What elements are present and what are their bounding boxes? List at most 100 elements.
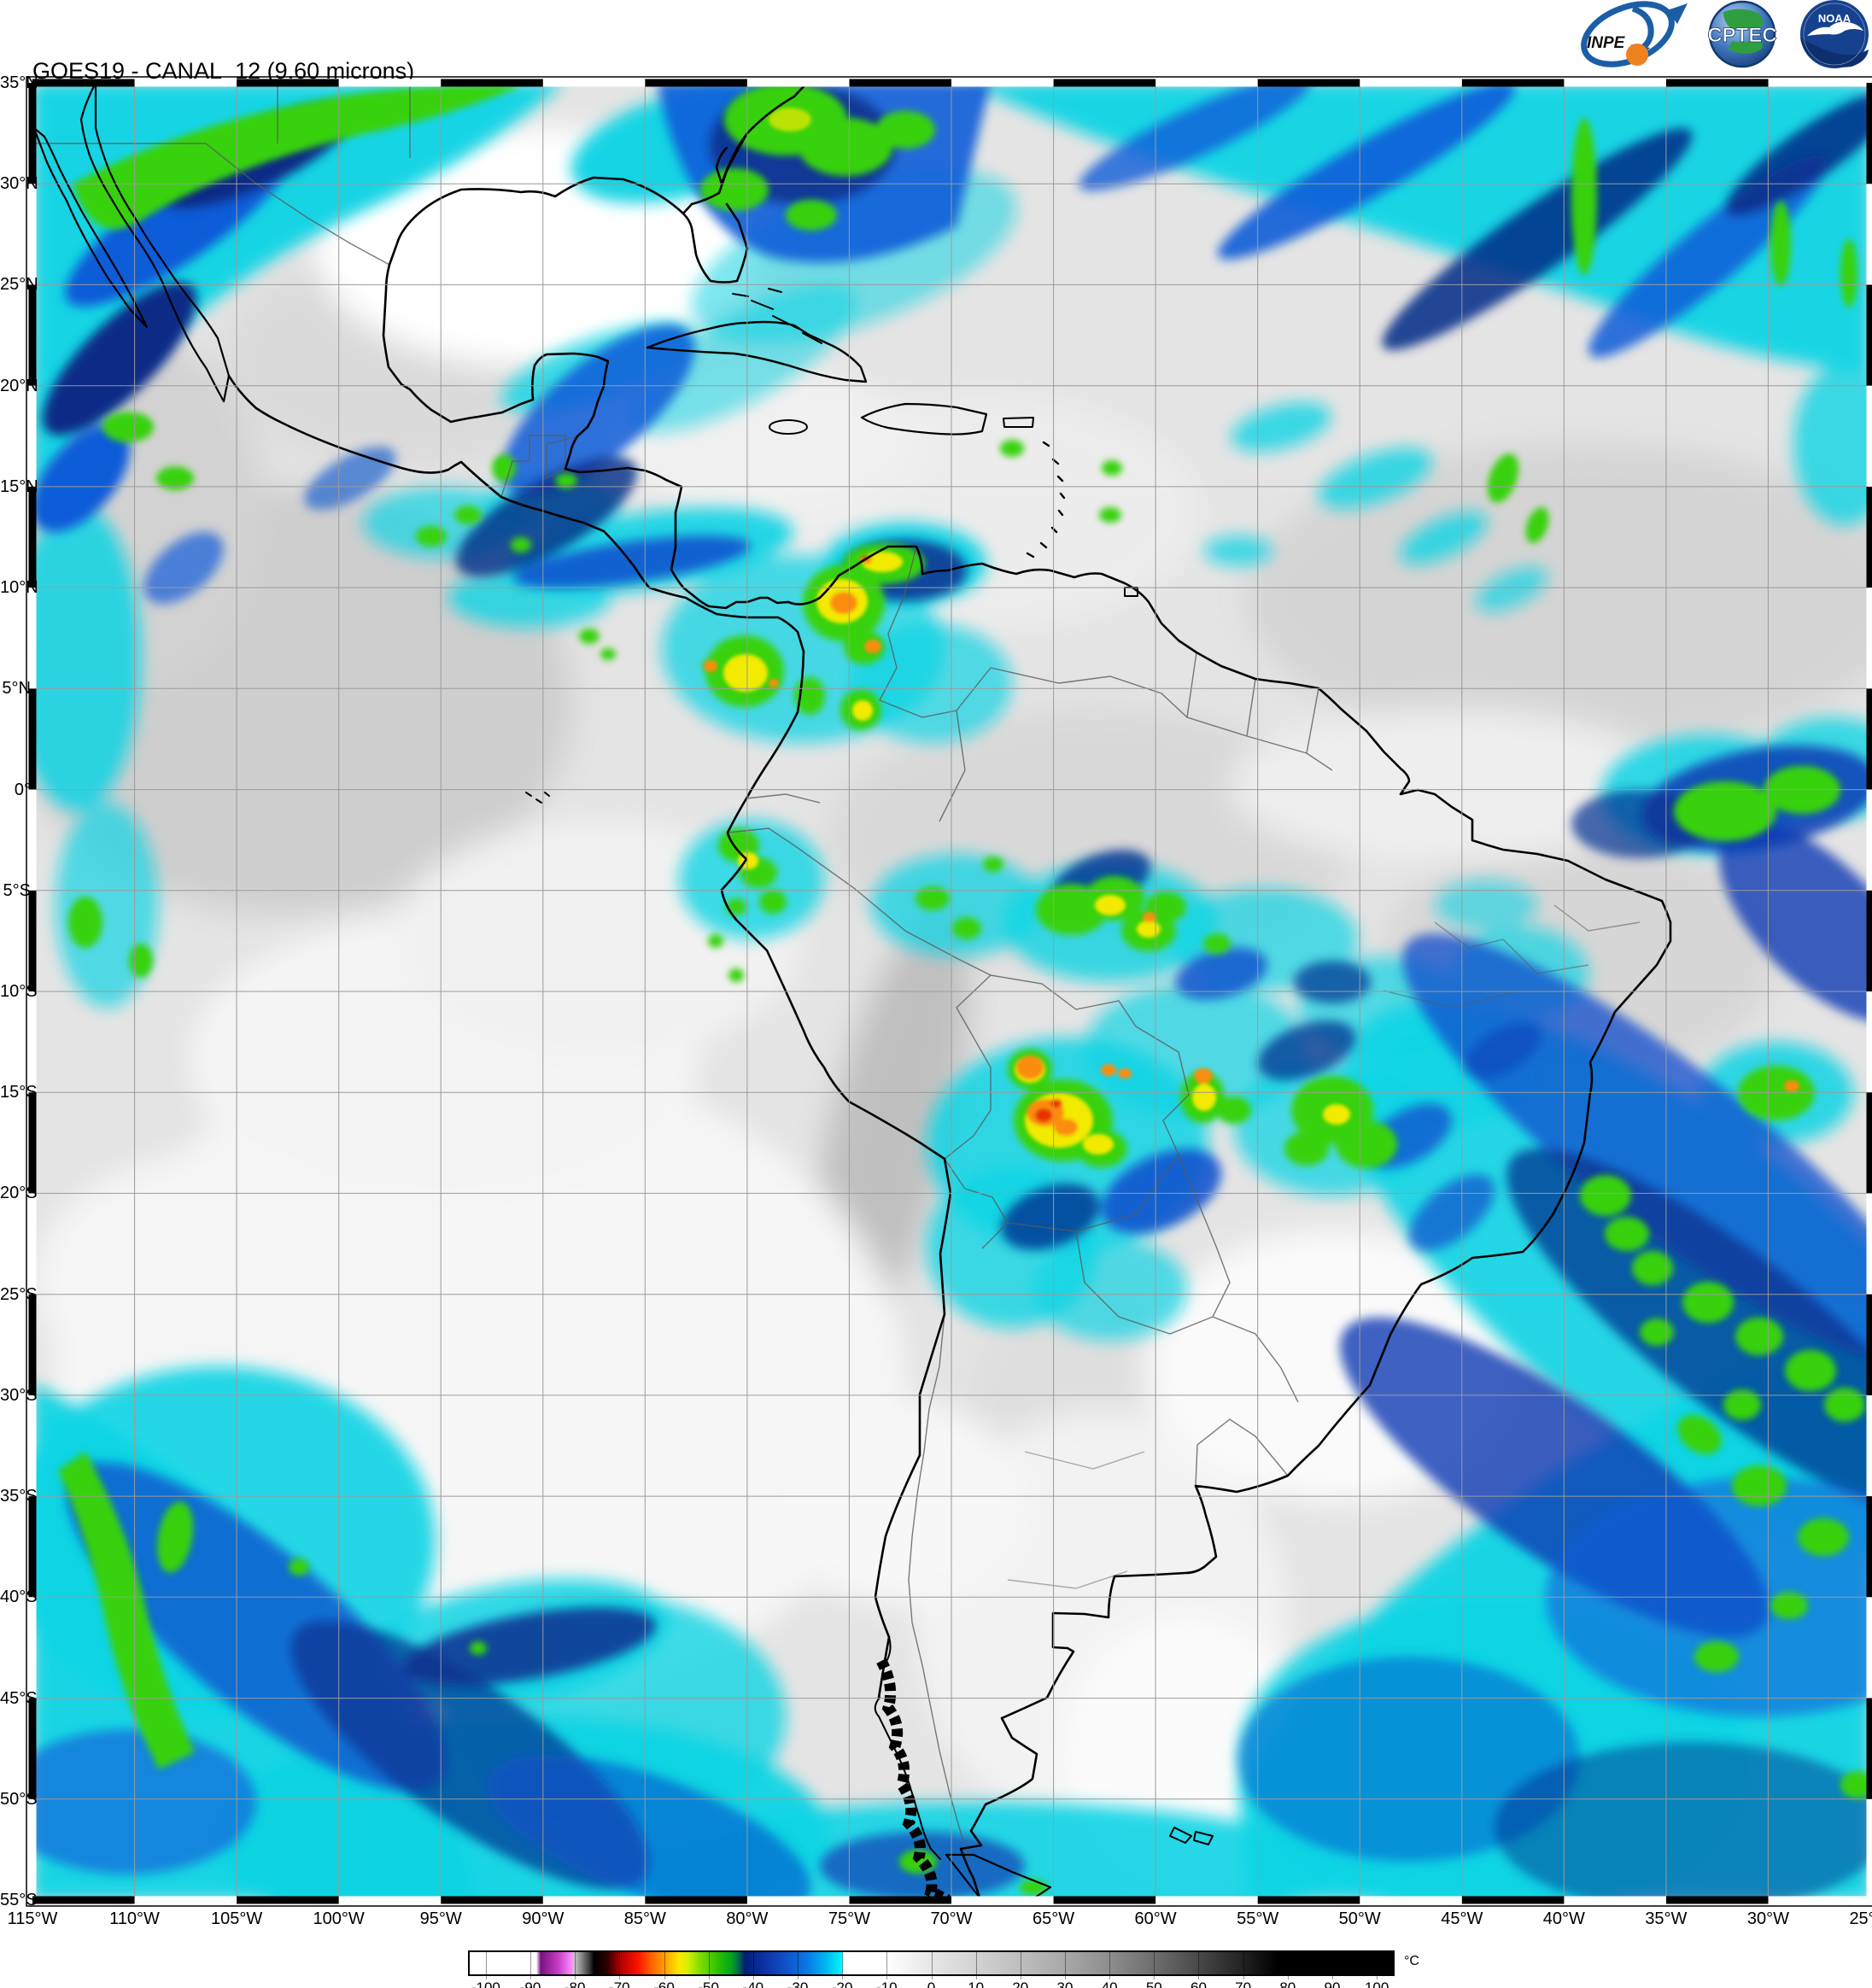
lon-label: 45°W — [1441, 1909, 1483, 1928]
lat-label: 15°N — [0, 477, 38, 496]
colorbar-tick-label: 100 — [1364, 1979, 1389, 1988]
colorbar-tick-label: -20 — [831, 1979, 853, 1988]
inpe-orange-dot-icon — [1626, 44, 1648, 66]
map-content — [32, 83, 1870, 1900]
lon-label: 65°W — [1032, 1909, 1075, 1928]
lat-label: 30°S — [0, 1385, 38, 1405]
fjord-coast-texture — [876, 1658, 951, 1900]
colorbar-tick — [1243, 1950, 1244, 1979]
lat-label: 45°S — [0, 1688, 38, 1708]
colorbar-tick-label: -80 — [564, 1979, 586, 1988]
colorbar-tick-label: -10 — [876, 1979, 898, 1988]
colorbar-tick — [931, 1950, 933, 1979]
noaa-gull-icon — [1807, 21, 1863, 36]
colorbar-tick — [842, 1950, 844, 1979]
lat-label: 55°S — [0, 1891, 38, 1909]
colorbar-tick — [1287, 1950, 1289, 1979]
colorbar-tick — [1198, 1950, 1200, 1979]
lat-label: 15°S — [0, 1083, 38, 1102]
lon-label: 90°W — [522, 1909, 565, 1928]
colorbar-tick-label: 30 — [1056, 1979, 1073, 1988]
colorbar-tick — [886, 1950, 888, 1979]
lon-label: 70°W — [930, 1909, 973, 1928]
lon-label: 40°W — [1542, 1909, 1585, 1928]
lat-label: 0° — [14, 780, 31, 799]
coastlines — [32, 83, 1672, 1900]
lon-label: 35°W — [1645, 1909, 1688, 1928]
logo-cptec: CPTEC — [1707, 0, 1777, 68]
temperature-colorbar — [468, 1950, 1395, 1976]
colorbar-tick — [1331, 1950, 1333, 1979]
noaa-label: NOAA — [1818, 12, 1852, 25]
lat-label: 10°N — [0, 578, 38, 598]
lat-label: 50°S — [0, 1789, 38, 1809]
colorbar-tick — [485, 1950, 487, 1979]
lat-label: 20°S — [0, 1184, 38, 1203]
lon-label: 30°W — [1746, 1909, 1789, 1928]
colorbar-tick-label: 10 — [968, 1979, 985, 1988]
colorbar-tick — [752, 1950, 754, 1979]
colorbar-tick — [975, 1950, 977, 1979]
lat-label: 20°N — [0, 376, 38, 395]
lon-label: 25°W — [1849, 1909, 1872, 1928]
lat-label: 5°S — [3, 880, 31, 900]
colorbar-tick — [619, 1950, 621, 1979]
colorbar-tick-label: -40 — [742, 1979, 764, 1988]
colorbar-tick-label: -30 — [787, 1979, 809, 1988]
colorbar-tick-label: -50 — [698, 1979, 719, 1988]
colorbar-tick — [1109, 1950, 1111, 1979]
lat-label: 35°S — [0, 1487, 38, 1506]
colorbar-tick — [798, 1950, 799, 1979]
logo-noaa: NOAA — [1800, 0, 1869, 68]
colorbar-tick-label: -90 — [519, 1979, 541, 1988]
colorbar-tick — [708, 1950, 710, 1979]
cloud-layer-warm-cores — [704, 108, 1799, 1155]
colorbar-tick — [530, 1950, 532, 1979]
lon-label: 100°W — [313, 1909, 365, 1928]
colorbar-tick-label: 0 — [927, 1979, 936, 1988]
lat-label: 25°S — [0, 1284, 38, 1304]
colorbar-tick — [1154, 1950, 1155, 1979]
colorbar-tick-label: 80 — [1279, 1979, 1296, 1988]
logo-inpe: INPE — [1581, 1, 1688, 67]
lat-label: 25°N — [0, 275, 38, 295]
lon-label: 60°W — [1134, 1909, 1177, 1928]
colorbar-tick-label: -60 — [653, 1979, 675, 1988]
country-borders — [32, 83, 1641, 1862]
lat-label: 30°N — [0, 174, 38, 194]
lon-label: 75°W — [828, 1909, 870, 1928]
colorbar-tick-label: 90 — [1324, 1979, 1341, 1988]
colorbar-tick-label: 50 — [1145, 1979, 1162, 1988]
lon-label: 50°W — [1338, 1909, 1381, 1928]
lat-label: 40°S — [0, 1587, 38, 1607]
lat-label: 5°N — [2, 679, 31, 699]
lon-label: 85°W — [623, 1909, 666, 1928]
colorbar-tick — [575, 1950, 576, 1979]
colorbar-tick — [1377, 1950, 1378, 1979]
lon-label: 105°W — [210, 1909, 263, 1928]
colorbar-tick-label: 40 — [1101, 1979, 1118, 1988]
colorbar-tick-label: -100 — [471, 1979, 500, 1988]
colorbar-tick-label: 60 — [1190, 1979, 1207, 1988]
lon-label: 55°W — [1237, 1909, 1279, 1928]
colorbar-tick — [1064, 1950, 1066, 1979]
lat-label: 10°S — [0, 982, 38, 1001]
colorbar-unit: °C — [1404, 1954, 1419, 1968]
inpe-label: INPE — [1587, 34, 1626, 52]
lon-label: 115°W — [7, 1909, 58, 1928]
lon-label: 110°W — [109, 1909, 160, 1928]
map-frame — [26, 76, 1872, 1907]
colorbar-tick — [664, 1950, 665, 1979]
lat-label: 35°N — [0, 73, 38, 92]
lon-label: 80°W — [726, 1909, 769, 1928]
colorbar-tick-label: -70 — [609, 1979, 630, 1988]
colorbar-tick-label: 70 — [1235, 1979, 1252, 1988]
cptec-globe-land-icon — [1723, 9, 1764, 31]
graticule — [32, 83, 1870, 1900]
colorbar-tick-label: 20 — [1012, 1979, 1029, 1988]
lon-label: 95°W — [419, 1909, 462, 1928]
inpe-arrow-icon — [1667, 3, 1688, 24]
cptec-label: CPTEC — [1707, 24, 1776, 47]
